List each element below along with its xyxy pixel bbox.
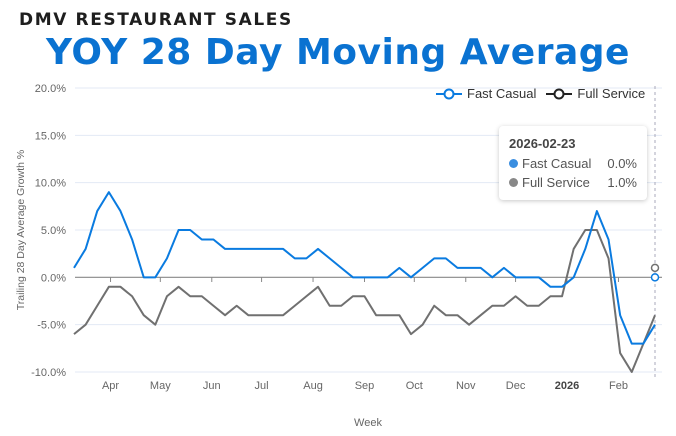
- hover-marker: [650, 273, 660, 282]
- tooltip-value: 1.0%: [607, 175, 637, 190]
- legend: Fast Casual Full Service: [436, 86, 645, 101]
- x-tick-label: Apr: [102, 380, 119, 392]
- legend-item-fast-casual[interactable]: Fast Casual: [436, 86, 536, 101]
- legend-label: Full Service: [577, 86, 646, 101]
- y-tick-label: 10.0%: [35, 178, 66, 190]
- series-line-full-service: [73, 229, 656, 373]
- series-line-fast-casual: [73, 191, 656, 345]
- tooltip: 2026-02-23 Fast Casual 0.0% Full Service…: [499, 126, 647, 200]
- legend-item-full-service[interactable]: Full Service: [546, 86, 645, 101]
- x-tick-label: Aug: [303, 380, 323, 392]
- x-tick-label: May: [150, 380, 171, 392]
- tooltip-value: 0.0%: [607, 156, 637, 171]
- x-tick-label: Jul: [255, 380, 269, 392]
- series-dot-icon: [509, 159, 518, 168]
- chart-title: YOY 28 Day Moving Average: [46, 32, 630, 73]
- y-tick-label: 0.0%: [41, 272, 66, 284]
- x-tick-label: Nov: [456, 380, 476, 392]
- y-tick-label: -5.0%: [37, 320, 66, 332]
- y-tick-label: 15.0%: [35, 130, 66, 142]
- y-tick-label: -10.0%: [31, 367, 66, 379]
- tooltip-row-full-service: Full Service 1.0%: [509, 175, 637, 190]
- hover-marker: [650, 263, 660, 273]
- tooltip-row-fast-casual: Fast Casual 0.0%: [509, 156, 637, 171]
- x-tick-label: Oct: [406, 380, 423, 392]
- tooltip-label: Fast Casual: [522, 156, 592, 171]
- y-tick-label: 5.0%: [41, 225, 66, 237]
- legend-marker-icon: [436, 88, 462, 99]
- supertitle: DMV RESTAURANT SALES: [19, 10, 293, 30]
- x-tick-label: Feb: [609, 380, 628, 392]
- y-tick-label: 20.0%: [35, 83, 66, 95]
- x-tick-label: Jun: [203, 380, 221, 392]
- y-axis-label: Trailing 28 Day Average Growth %: [15, 150, 27, 311]
- legend-marker-icon: [546, 88, 573, 99]
- tooltip-date: 2026-02-23: [509, 136, 576, 151]
- tooltip-label: Full Service: [522, 175, 590, 190]
- x-tick-label: Dec: [506, 380, 526, 392]
- x-tick-label: Sep: [355, 380, 375, 392]
- legend-label: Fast Casual: [467, 86, 537, 101]
- series-dot-icon: [509, 178, 518, 187]
- x-tick-label: 2026: [555, 380, 579, 392]
- x-axis-label: Week: [354, 417, 382, 429]
